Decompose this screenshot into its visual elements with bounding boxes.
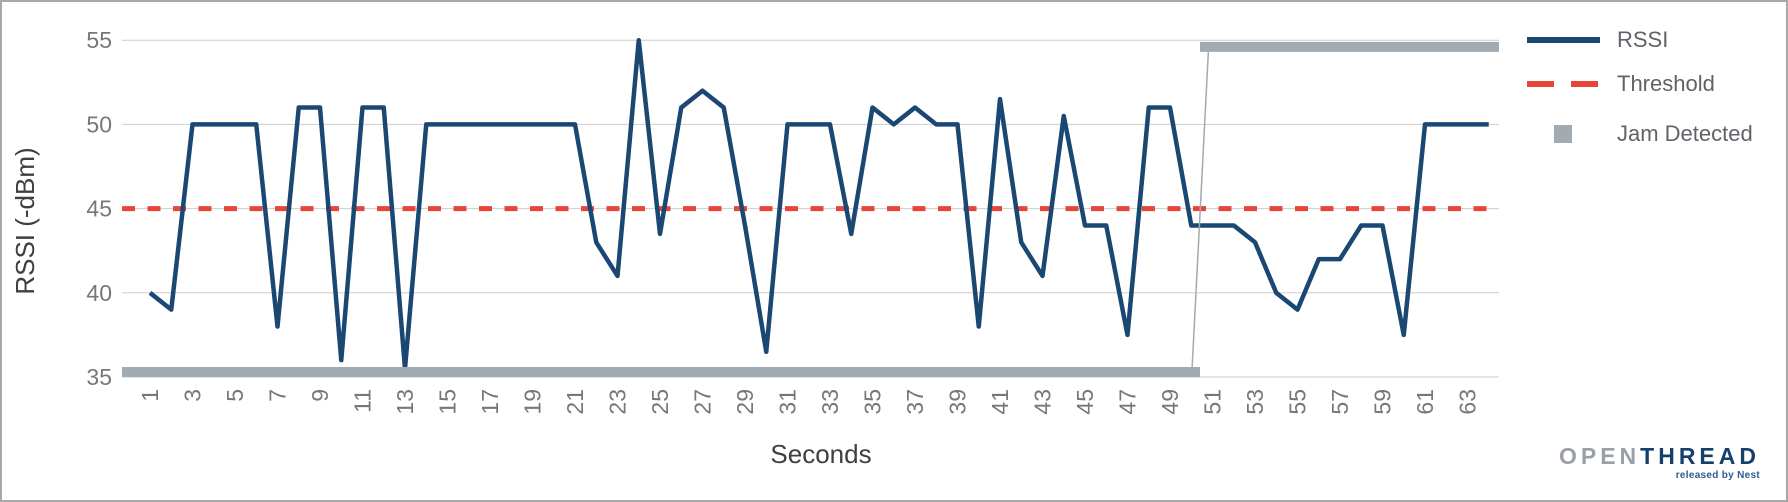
legend-label-jam-detected: Jam Detected [1617, 121, 1753, 146]
rssi-line-swatch [1527, 37, 1600, 43]
x-tick-label-43: 43 [1030, 389, 1056, 415]
legend-item-jam-detected: Jam Detected [1527, 121, 1753, 146]
x-tick-label-47: 47 [1115, 389, 1141, 415]
x-tick-label-41: 41 [987, 389, 1013, 415]
y-tick-label-50: 50 [86, 111, 112, 137]
x-tick-label-21: 21 [562, 389, 588, 415]
x-tick-label-35: 35 [860, 389, 886, 415]
x-tick-label-49: 49 [1157, 389, 1183, 415]
x-tick-label-37: 37 [902, 389, 928, 415]
y-axis-title: RSSI (-dBm) [10, 147, 40, 294]
logo-tagline: released by Nest [1675, 470, 1760, 482]
x-tick-label-15: 15 [435, 389, 461, 415]
x-tick-label-25: 25 [647, 389, 673, 415]
x-tick-label-59: 59 [1370, 389, 1396, 415]
x-tick-label-31: 31 [775, 389, 801, 415]
legend-item-threshold: Threshold [1527, 71, 1715, 96]
x-tick-label-45: 45 [1072, 389, 1098, 415]
x-tick-label-7: 7 [265, 389, 291, 402]
x-tick-label-1: 1 [137, 389, 163, 402]
x-tick-label-19: 19 [520, 389, 546, 415]
legend-label-threshold: Threshold [1617, 71, 1715, 96]
y-tick-label-55: 55 [86, 27, 112, 53]
x-tick-label-53: 53 [1242, 389, 1268, 415]
x-tick-label-33: 33 [817, 389, 843, 415]
x-tick-label-51: 51 [1200, 389, 1226, 415]
legend-item-rssi: RSSI [1527, 27, 1669, 52]
jam-square-swatch [1527, 125, 1600, 143]
x-tick-label-57: 57 [1327, 389, 1353, 415]
x-tick-label-11: 11 [350, 389, 376, 413]
x-tick-label-39: 39 [945, 389, 971, 415]
openthread-wordmark: OPENTHREAD [1542, 443, 1760, 469]
y-tick-label-45: 45 [86, 196, 112, 222]
x-tick-label-13: 13 [392, 389, 418, 415]
logo-open-text: OPEN [1558, 443, 1641, 469]
x-tick-label-61: 61 [1412, 389, 1438, 415]
rssi-line [148, 37, 1489, 371]
x-tick-label-3: 3 [180, 389, 206, 402]
threshold-dash-swatch [1527, 81, 1600, 87]
logo-thread-text: THREAD [1640, 443, 1760, 469]
x-tick-label-27: 27 [690, 389, 716, 415]
x-tick-label-23: 23 [605, 389, 631, 415]
x-tick-label-9: 9 [307, 389, 333, 402]
x-axis-title: Seconds [770, 439, 871, 469]
y-tick-label-40: 40 [86, 280, 112, 306]
openthread-logo: OPENTHREAD released by Nest [1542, 443, 1760, 482]
x-tick-label-55: 55 [1285, 389, 1311, 415]
x-tick-label-63: 63 [1455, 389, 1481, 415]
x-tick-label-29: 29 [732, 389, 758, 415]
x-tick-label-17: 17 [477, 389, 503, 415]
legend-label-rssi: RSSI [1617, 27, 1669, 52]
y-tick-label-35: 35 [86, 364, 112, 390]
x-tick-label-5: 5 [222, 389, 248, 402]
jam-transition-line [1191, 48, 1210, 371]
